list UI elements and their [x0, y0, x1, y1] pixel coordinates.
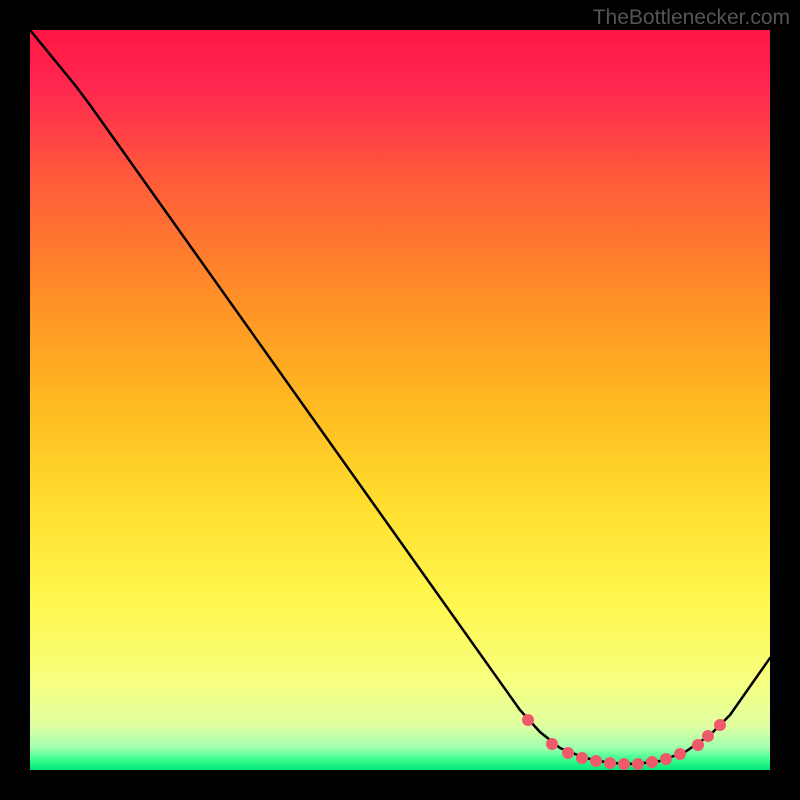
- curve-layer: [30, 30, 770, 770]
- curve-marker: [692, 739, 704, 751]
- curve-marker: [632, 758, 644, 770]
- curve-marker: [660, 753, 672, 765]
- curve-marker: [576, 752, 588, 764]
- watermark-text: TheBottlenecker.com: [593, 6, 790, 30]
- curve-marker: [674, 748, 686, 760]
- curve-marker: [646, 756, 658, 768]
- curve-marker: [714, 719, 726, 731]
- curve-markers: [522, 714, 726, 770]
- plot-area: [30, 30, 770, 770]
- bottleneck-curve: [30, 30, 770, 764]
- curve-marker: [590, 755, 602, 767]
- curve-marker: [546, 738, 558, 750]
- curve-marker: [562, 747, 574, 759]
- curve-marker: [702, 730, 714, 742]
- curve-marker: [604, 757, 616, 769]
- curve-marker: [522, 714, 534, 726]
- curve-marker: [618, 758, 630, 770]
